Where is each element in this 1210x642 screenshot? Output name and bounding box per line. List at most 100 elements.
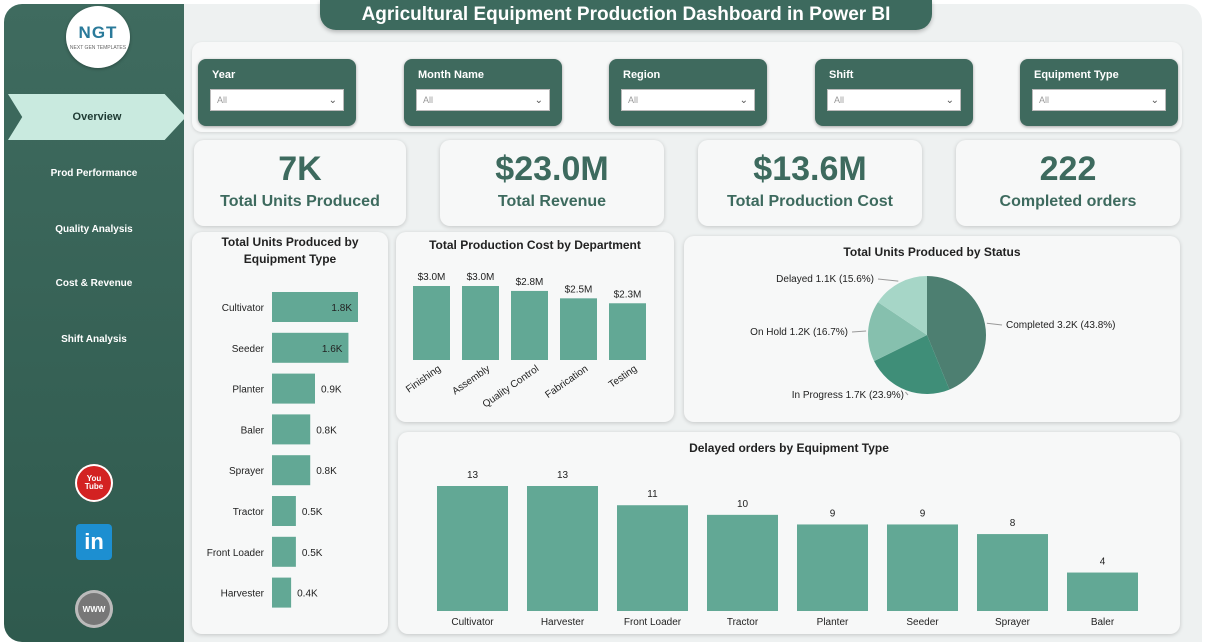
- linkedin-icon[interactable]: in: [76, 524, 112, 560]
- data-label: 0.4K: [297, 589, 318, 600]
- filter-month-name: Month Name All ⌄: [404, 59, 562, 126]
- chevron-down-icon: ⌄: [1150, 94, 1159, 106]
- category-label: Sprayer: [995, 617, 1031, 628]
- leader-line: [877, 278, 899, 282]
- units-by-status-chart: Completed 3.2K (43.8%) In Progress 1.7K (…: [750, 274, 1116, 401]
- pie-slice: [877, 276, 927, 335]
- chart-card-units-by-status: Total Units Produced by Status Completed…: [684, 236, 1180, 422]
- category-label: Baler: [241, 425, 265, 436]
- category-label: Planter: [232, 385, 264, 396]
- data-label: Completed 3.2K (43.8%): [1006, 320, 1116, 331]
- data-label: 8: [1010, 518, 1016, 529]
- filter-label: Equipment Type: [1034, 69, 1119, 81]
- chart-title: Total Production Cost by Department: [429, 238, 641, 252]
- category-label: Planter: [817, 617, 849, 628]
- filter-label: Year: [212, 69, 236, 81]
- bar: [527, 486, 598, 611]
- chart-title: Total Units Produced by Status: [843, 245, 1021, 259]
- chart-card-units-by-equipment: Total Units Produced by Equipment Type C…: [192, 232, 388, 634]
- data-label: In Progress 1.7K (23.9%): [792, 390, 904, 401]
- bar: [413, 286, 450, 360]
- category-label: Finishing: [404, 363, 443, 395]
- page-title: Agricultural Equipment Production Dashbo…: [320, 0, 932, 30]
- kpi-caption: Total Revenue: [497, 193, 607, 210]
- kpi-value: 222: [1039, 150, 1097, 188]
- category-label: Harvester: [221, 589, 265, 600]
- data-label: $3.0M: [418, 272, 446, 283]
- bar: [437, 486, 508, 611]
- data-label: 10: [737, 499, 749, 510]
- website-icon[interactable]: WWW: [75, 590, 113, 628]
- data-label: 0.8K: [316, 466, 337, 477]
- bar: [707, 514, 778, 611]
- bar: [272, 332, 349, 363]
- data-label: 9: [920, 508, 926, 519]
- category-label: Baler: [1091, 617, 1115, 628]
- nav-item-shift-analysis[interactable]: Shift Analysis: [4, 324, 184, 354]
- leader-line: [905, 391, 909, 396]
- kpi-value: $13.6M: [753, 150, 867, 188]
- nav-item-prod-performance[interactable]: Prod Performance: [4, 158, 184, 188]
- nav-label: Cost & Revenue: [55, 277, 133, 289]
- nav-item-overview[interactable]: Overview: [8, 94, 186, 140]
- data-label: $2.5M: [565, 284, 593, 295]
- bar: [617, 505, 688, 611]
- data-label: 1.6K: [322, 344, 343, 355]
- data-label: 13: [467, 470, 479, 481]
- data-label: 9: [830, 508, 836, 519]
- chevron-down-icon: ⌄: [534, 94, 543, 106]
- sidebar: NGT NEXT GEN TEMPLATES Overview Prod Per…: [4, 4, 186, 642]
- year-dropdown[interactable]: All ⌄: [210, 89, 344, 111]
- filter-equipment-type: Equipment Type All ⌄: [1020, 59, 1178, 126]
- kpi-caption: Total Units Produced: [220, 193, 380, 210]
- chevron-down-icon: ⌄: [328, 94, 337, 106]
- chart-card-delayed-orders: Delayed orders by Equipment Type 13 Culti…: [398, 432, 1180, 634]
- pie-slice: [868, 302, 927, 362]
- bar: [272, 414, 311, 445]
- data-label: On Hold 1.2K (16.7%): [750, 327, 848, 338]
- bar: [272, 292, 358, 322]
- data-label: 1.8K: [331, 303, 352, 314]
- bar: [1067, 572, 1138, 611]
- logo-subtitle: NEXT GEN TEMPLATES: [69, 45, 127, 51]
- category-label: Cultivator: [451, 617, 494, 628]
- kpi-completed-orders: 222 Completed orders: [956, 140, 1180, 226]
- bar: [511, 290, 548, 360]
- delayed-orders-chart: 13 Cultivator 13 Harvester 11 Front Loader 10 T…: [437, 470, 1138, 628]
- kpi-caption: Completed orders: [999, 193, 1137, 210]
- data-label: $3.0M: [467, 272, 495, 283]
- data-label: $2.8M: [516, 277, 544, 288]
- shift-dropdown[interactable]: All ⌄: [827, 89, 961, 111]
- category-label: Assembly: [450, 363, 492, 397]
- youtube-icon[interactable]: You Tube: [75, 464, 113, 502]
- category-label: Cultivator: [222, 303, 265, 314]
- filter-label: Shift: [829, 69, 854, 81]
- logo-mark: NGT: [78, 23, 118, 42]
- nav-label: Shift Analysis: [61, 333, 127, 345]
- nav-item-cost-revenue[interactable]: Cost & Revenue: [4, 268, 184, 298]
- month-name-dropdown[interactable]: All ⌄: [416, 89, 550, 111]
- filter-region: Region All ⌄: [609, 59, 767, 126]
- data-label: 0.5K: [302, 507, 323, 518]
- nav-label: Prod Performance: [50, 167, 138, 179]
- category-label: Front Loader: [207, 548, 265, 559]
- filter-label: Month Name: [418, 69, 484, 81]
- nav-item-quality-analysis[interactable]: Quality Analysis: [4, 214, 184, 244]
- bar: [272, 496, 296, 526]
- region-dropdown[interactable]: All ⌄: [621, 89, 755, 111]
- data-label: $2.3M: [614, 289, 642, 300]
- equipment-type-dropdown[interactable]: All ⌄: [1032, 89, 1166, 111]
- bar: [797, 524, 868, 611]
- data-label: 0.9K: [321, 385, 342, 396]
- data-label: Delayed 1.1K (15.6%): [776, 274, 874, 285]
- nav-label: Overview: [72, 111, 122, 123]
- bar: [272, 455, 311, 486]
- category-label: Seeder: [906, 617, 939, 628]
- cost-by-department-chart: $3.0MFinishing$3.0MAssembly$2.8MQuality …: [404, 272, 646, 410]
- data-label: 4: [1100, 557, 1106, 568]
- units-by-equipment-chart: Cultivator 1.8K Seeder 1.6K Planter 0.9K Baler…: [207, 292, 358, 608]
- filter-label: Region: [623, 69, 661, 81]
- chevron-down-icon: ⌄: [945, 94, 954, 106]
- filter-shift: Shift All ⌄: [815, 59, 973, 126]
- pie-slice: [927, 276, 986, 390]
